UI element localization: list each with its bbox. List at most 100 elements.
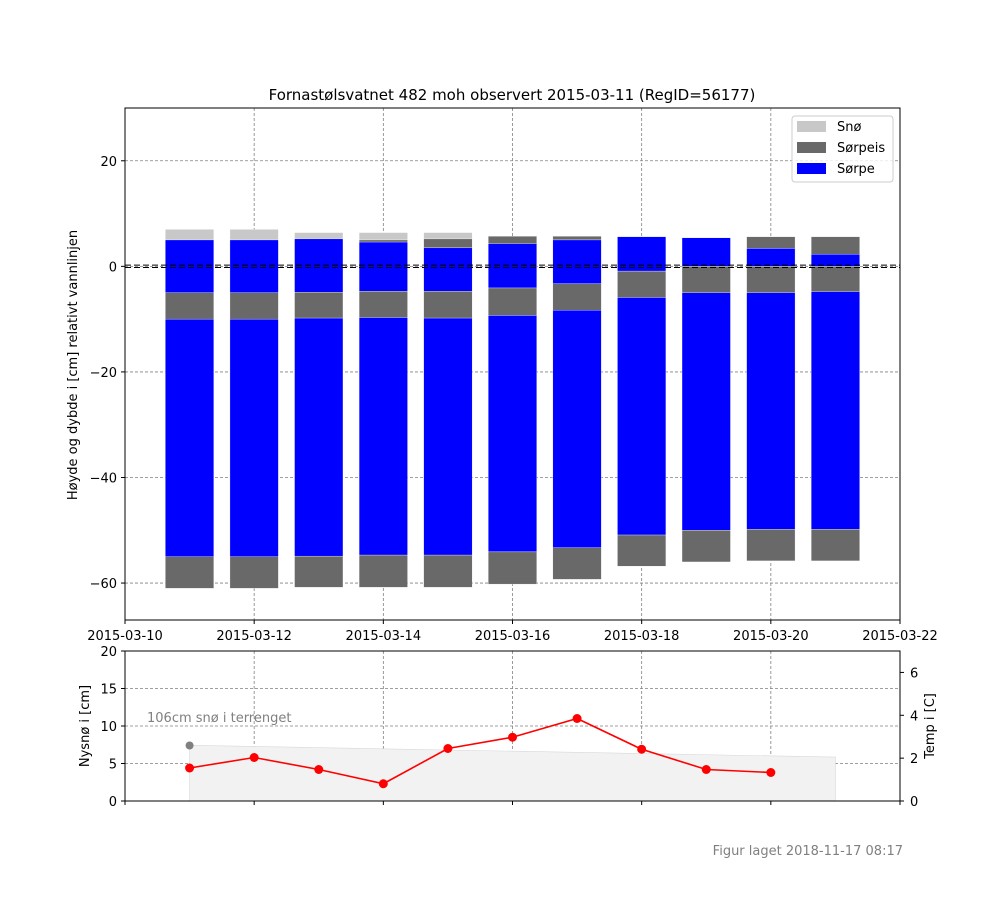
y-tick-label: 2	[910, 752, 918, 767]
bar-segment-sorpe	[811, 254, 860, 267]
bar-segment-sorpeis	[552, 547, 602, 580]
x-tick-label: 2015-03-18	[604, 629, 680, 644]
bar-segment-sorpe	[811, 291, 860, 530]
main-y-axis-label: Høyde og dybde i [cm] relativt vannlinje…	[66, 230, 81, 500]
bar-segment-sorpeis	[746, 236, 796, 249]
bar-segment-sorpe	[358, 241, 408, 292]
main-bars	[165, 229, 860, 589]
bar-segment-sorpe	[423, 317, 473, 556]
data-point	[572, 714, 582, 723]
legend-label-sorpe: Sørpe	[837, 162, 875, 177]
y-tick-label: 5	[109, 758, 117, 773]
sub-y-ticks-right: 0 2 4 6	[900, 666, 918, 810]
bar-segment-sorpe	[552, 310, 602, 548]
y-tick-label: −40	[90, 471, 117, 486]
data-point	[637, 744, 647, 754]
bar-segment-sorpe	[165, 318, 214, 557]
bar-segment-sorpeis	[746, 266, 796, 293]
line-series	[189, 717, 771, 785]
bar-segment-sorpe	[488, 315, 537, 553]
x-tick-label: 2015-03-20	[733, 629, 809, 644]
bar-segment-sorpe	[229, 239, 279, 293]
bar-segment-sorpe	[617, 297, 667, 536]
data-point	[314, 765, 324, 774]
bar-segment-sorpeis	[552, 283, 602, 311]
y-tick-label: −20	[90, 366, 117, 381]
bar-segment-sorpeis	[358, 291, 408, 318]
sub-left-axis-label: Nysnø i [cm]	[78, 685, 93, 767]
legend-label-sno: Snø	[837, 120, 861, 135]
x-tick-label: 2015-03-14	[346, 629, 422, 644]
terrain-snow-marker	[185, 741, 194, 750]
bar-segment-sno	[423, 232, 473, 240]
data-point	[249, 753, 259, 762]
x-tick-label: 2015-03-10	[87, 629, 163, 644]
bar-segment-sorpe	[746, 248, 796, 267]
bar-segment-sorpe	[617, 236, 667, 272]
bar-segment-sno	[358, 232, 408, 241]
legend: Snø Sørpeis Sørpe	[791, 115, 894, 183]
bar-segment-sorpeis	[811, 236, 860, 255]
bar-segment-sorpeis	[681, 530, 731, 563]
bar-segment-sorpeis	[423, 291, 473, 319]
bar-segment-sorpe	[681, 292, 731, 531]
bar-segment-sorpe	[358, 317, 408, 556]
bar-segment-sorpe	[294, 317, 344, 557]
bar-segment-sorpeis	[358, 239, 408, 243]
bar-segment-sorpeis	[358, 554, 408, 588]
sub-annotation: 106cm snø i terrenget	[147, 711, 291, 726]
bar-segment-sorpe	[229, 318, 279, 557]
bar-segment-sorpe	[423, 247, 473, 292]
sub-right-axis-label: Temp i [C]	[923, 693, 938, 760]
bar-segment-sorpeis	[681, 266, 731, 293]
bar-segment-sno	[165, 229, 214, 241]
bar-segment-sorpeis	[488, 236, 537, 244]
data-point	[443, 744, 453, 753]
bar-segment-sorpeis	[165, 556, 214, 589]
bar-segment-sorpeis	[229, 556, 279, 589]
bar-segment-sorpeis	[229, 292, 279, 320]
bar-segment-sorpeis	[617, 270, 667, 298]
y-tick-label: 20	[100, 645, 117, 660]
y-tick-label: 10	[100, 720, 117, 735]
bar-segment-sorpeis	[423, 554, 473, 588]
figure-footer: Figur laget 2018-11-17 08:17	[713, 844, 903, 859]
bar-segment-sorpe	[552, 239, 602, 284]
y-tick-label: −60	[90, 577, 117, 592]
bar-segment-sorpeis	[488, 551, 537, 585]
y-tick-label: 4	[910, 709, 918, 724]
y-tick-label: 15	[100, 683, 117, 698]
data-point	[766, 768, 776, 777]
data-point	[508, 732, 517, 742]
bar-segment-sno	[229, 229, 279, 241]
main-title: Fornastølsvatnet 482 moh observert 2015-…	[269, 86, 756, 104]
data-point	[378, 779, 388, 789]
x-tick-label: 2015-03-22	[862, 629, 938, 644]
sub-y-ticks-left: 0 5 10 15 20	[100, 645, 125, 810]
main-y-ticks: 20 0 −20 −40 −60	[90, 155, 125, 592]
bar-segment-sorpeis	[811, 529, 860, 562]
legend-swatch-sorpeis	[797, 142, 826, 153]
y-tick-label: 0	[109, 795, 117, 810]
main-waterline	[125, 264, 900, 269]
bar-segment-sorpeis	[552, 236, 602, 241]
x-tick-label: 2015-03-12	[216, 629, 292, 644]
bar-segment-sorpe	[165, 239, 214, 293]
bar-segment-sorpeis	[811, 266, 860, 292]
bar-segment-sorpeis	[294, 555, 344, 588]
bar-segment-sorpe	[488, 243, 537, 289]
bar-segment-sorpeis	[423, 238, 473, 249]
bar-segment-sorpeis	[617, 534, 667, 567]
legend-swatch-sno	[797, 121, 826, 132]
main-x-ticks: 2015-03-10 2015-03-12 2015-03-14 2015-03-16…	[87, 620, 938, 644]
bar-segment-sorpe	[746, 292, 796, 530]
legend-label-sorpeis: Sørpeis	[837, 141, 885, 156]
bar-segment-sorpeis	[165, 292, 214, 320]
bar-segment-sorpeis	[488, 287, 537, 316]
temperature-line	[185, 714, 776, 789]
data-point	[701, 765, 711, 774]
bar-segment-sno	[294, 232, 344, 240]
y-tick-label: 0	[910, 795, 918, 810]
bar-segment-sorpe	[681, 237, 731, 267]
